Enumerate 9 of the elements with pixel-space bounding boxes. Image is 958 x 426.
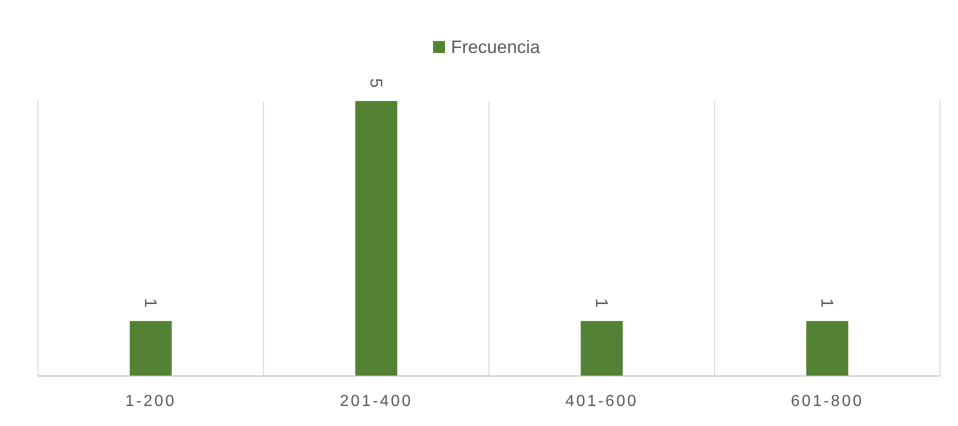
data-label: 1: [817, 298, 836, 308]
data-label: 5: [366, 78, 386, 88]
x-tick-label: 201-400: [340, 393, 413, 410]
legend-label: Frecuencia: [451, 37, 542, 57]
x-tick-label: 1-200: [125, 393, 176, 410]
x-tick-label: 601-800: [790, 393, 864, 410]
data-label: 1: [592, 298, 611, 308]
data-label: 1: [140, 298, 160, 308]
x-tick-label: 401-600: [565, 393, 638, 410]
